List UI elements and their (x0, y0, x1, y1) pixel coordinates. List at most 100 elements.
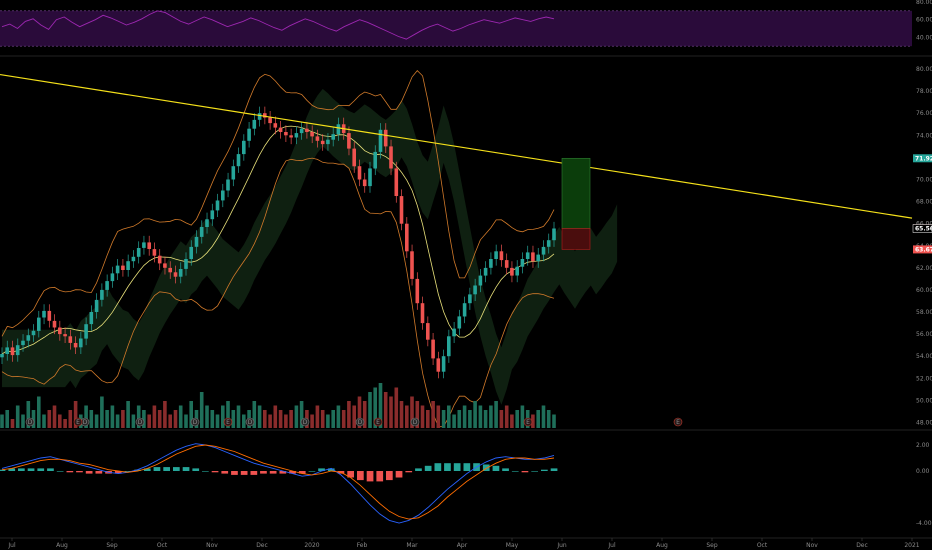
candle-body (305, 128, 309, 132)
price-panel[interactable]: D D D D D D D DE E E E E (0, 70, 913, 428)
volume-bar (94, 414, 99, 428)
candle-body (10, 347, 15, 356)
volume-bar (184, 414, 188, 428)
time-tick-label: 2021 (904, 542, 919, 549)
earnings-marker-circle (73, 417, 83, 427)
macd-histogram-bar (27, 468, 35, 471)
candle-body (378, 129, 383, 152)
macd-histogram-bar (492, 465, 500, 471)
dividend-marker: D (25, 417, 35, 427)
candle-body (199, 227, 204, 237)
trendline (0, 73, 913, 219)
candle-body (273, 123, 278, 128)
volume-bar (299, 401, 304, 428)
volume-bar (268, 414, 272, 428)
candle-body (420, 303, 425, 324)
volume-bar (294, 405, 299, 428)
volume-bar (231, 410, 236, 428)
rsi-panel[interactable] (0, 10, 912, 47)
earnings-marker-circle (673, 417, 683, 427)
macd-histogram-bar (482, 464, 490, 471)
dividend-marker: D (355, 417, 365, 427)
volume-bar (89, 410, 94, 428)
volume-bar (452, 414, 456, 428)
volume-bar (221, 405, 225, 428)
candle-body (552, 228, 556, 241)
macd-histogram-bar (56, 471, 64, 472)
volume-bar (347, 401, 351, 428)
volume-bar (110, 405, 115, 428)
macd-panel[interactable] (0, 443, 558, 524)
candle-body (536, 254, 540, 262)
candle-body (299, 128, 304, 134)
macd-histogram-bar (541, 469, 548, 471)
candle-body (100, 289, 104, 300)
candle-body (373, 151, 377, 169)
macd-histogram-bar (143, 468, 151, 471)
ichimoku-cloud (2, 88, 618, 405)
macd-histogram-bar (47, 468, 54, 471)
candle-body (546, 240, 551, 247)
macd-histogram-bar (502, 468, 509, 471)
candle-body (58, 327, 62, 335)
candle-body (436, 358, 441, 372)
price-label-text: 71.92 (915, 155, 932, 162)
volume-bar (410, 396, 414, 428)
volume-bar (489, 405, 493, 428)
candle-body (268, 117, 272, 124)
volume-bar (47, 410, 52, 428)
volume-bar (399, 401, 404, 428)
dividend-marker-text: D (138, 419, 143, 426)
volume-bar (336, 405, 341, 428)
axis-tick-label: 80.00 (916, 66, 932, 73)
volume-bar (326, 414, 330, 428)
volume-bar (389, 396, 393, 428)
macd-histogram-bar (250, 471, 258, 475)
earnings-marker-circle (223, 417, 233, 427)
macd-histogram-bar (289, 471, 296, 474)
volume-bar (21, 414, 25, 428)
volume-bar (415, 401, 420, 428)
candle-body (415, 278, 420, 304)
candle-body (489, 259, 493, 268)
rsi-band (0, 10, 912, 47)
volume-bar (378, 383, 383, 428)
axis-tick-label: 60.00 (916, 17, 932, 24)
candle-body (194, 236, 199, 247)
time-tick-label: Nov (806, 542, 818, 549)
macd-histogram-bar (8, 468, 16, 471)
macd-histogram-bar (37, 468, 45, 471)
macd-line (1, 443, 555, 524)
macd-histogram-bar (279, 471, 287, 474)
volume-bar (157, 410, 162, 428)
volume-bar (499, 410, 504, 428)
candle-body (531, 252, 535, 262)
candle-body (468, 294, 472, 304)
time-tick-label: Mar (406, 542, 418, 549)
axis-tick-label: 76.00 (916, 110, 932, 117)
candle-body (478, 275, 483, 286)
macd-histogram-bar (211, 471, 219, 473)
volume-bar (178, 405, 183, 428)
time-tick-label: Oct (757, 542, 768, 549)
candle-body (326, 139, 330, 145)
macd-histogram-bar (308, 471, 316, 472)
earnings-marker: E (73, 417, 83, 427)
macd-histogram-bar (434, 463, 442, 471)
dividend-marker-text: D (83, 419, 88, 426)
candle-body (226, 179, 230, 191)
candle-body (399, 196, 404, 224)
price-label-bg (913, 154, 932, 163)
candle-body (126, 261, 130, 270)
volume-bar (520, 405, 525, 428)
stop-zone (561, 228, 591, 250)
volume-bar (310, 414, 314, 428)
candle-body (31, 330, 36, 336)
axis-tick-label: 54.00 (916, 353, 932, 360)
volume-bar (58, 414, 62, 428)
volume-bar (552, 414, 556, 428)
macd-histogram-bar (550, 468, 558, 471)
candle-body (352, 148, 356, 167)
